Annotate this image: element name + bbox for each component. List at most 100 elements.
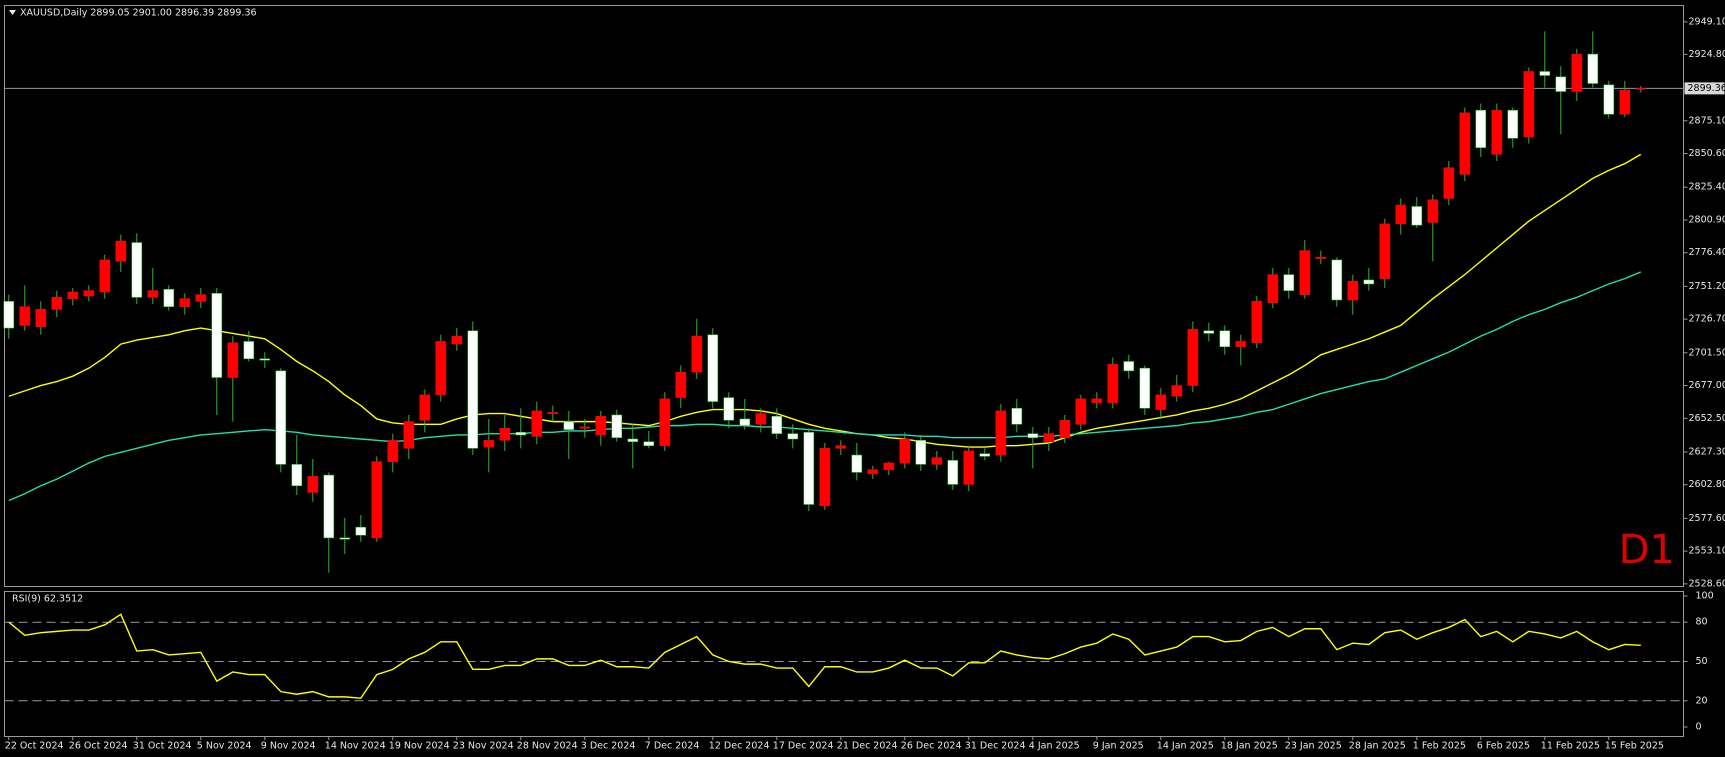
x-tick-label: 26 Dec 2024: [901, 741, 962, 752]
candle-body: [227, 342, 239, 378]
candle-body: [1219, 330, 1231, 348]
candle-body: [339, 537, 351, 540]
candle-body: [131, 242, 143, 298]
price-label: 2899.36: [1688, 83, 1725, 94]
x-tick-label: 6 Feb 2025: [1477, 741, 1530, 752]
candle-body: [1491, 109, 1503, 155]
candle-body: [979, 453, 991, 457]
price-label-box: [1684, 82, 1725, 95]
candle-body: [803, 432, 815, 505]
candle-body: [851, 454, 863, 473]
candle-body: [1603, 84, 1615, 115]
candle-body: [1267, 274, 1279, 303]
x-tick-label: 17 Dec 2024: [773, 741, 834, 752]
candle-body: [1523, 71, 1535, 138]
x-tick-label: 23 Jan 2025: [1285, 741, 1342, 752]
candle-body: [563, 421, 575, 430]
candle-body: [435, 341, 447, 396]
candle-body: [1107, 363, 1119, 404]
candle-body: [115, 240, 127, 262]
candle-body: [1123, 361, 1135, 372]
candle-body: [1235, 341, 1247, 348]
candle-body: [67, 291, 79, 299]
x-tick-label: 31 Oct 2024: [133, 741, 192, 752]
x-tick-label: 19 Nov 2024: [389, 741, 450, 752]
candle-body: [1299, 250, 1311, 295]
candle-body: [1011, 407, 1023, 425]
candle-body: [403, 421, 415, 449]
candle-body: [1043, 433, 1055, 442]
candle-body: [211, 293, 223, 378]
candle-body: [627, 438, 639, 442]
y-tick-label: 2726.70: [1689, 314, 1725, 325]
candle-body: [83, 290, 95, 297]
candle-body: [1379, 223, 1391, 279]
y-tick-label: 100: [1696, 591, 1714, 602]
x-tick-label: 28 Jan 2025: [1349, 741, 1406, 752]
y-tick-label: 2800.90: [1689, 214, 1725, 225]
candle-body: [419, 394, 431, 421]
candle-body: [1619, 89, 1631, 115]
y-tick-label: 2751.20: [1689, 281, 1725, 292]
candle-body: [691, 335, 703, 373]
x-tick-label: 7 Dec 2024: [645, 741, 700, 752]
candle-body: [355, 526, 367, 536]
candle-body: [259, 358, 271, 361]
candle-body: [35, 309, 47, 328]
x-tick-label: 28 Nov 2024: [517, 741, 578, 752]
candle-body: [1555, 76, 1567, 92]
rsi-line: [8, 613, 1641, 699]
y-tick-label: 2949.10: [1689, 16, 1725, 27]
candle-body: [675, 371, 687, 398]
candle-body: [1507, 109, 1519, 139]
x-tick-label: 15 Feb 2025: [1605, 741, 1664, 752]
candle-body: [1459, 112, 1471, 175]
candle-body: [291, 464, 303, 487]
candle-body: [867, 469, 879, 475]
candle-body: [995, 410, 1007, 456]
candle-body: [387, 440, 399, 463]
moving-average: [8, 153, 1642, 448]
x-tick-label: 23 Nov 2024: [453, 741, 514, 752]
x-tick-label: 9 Jan 2025: [1093, 741, 1144, 752]
y-tick-label: 0: [1696, 722, 1702, 733]
candle-body: [19, 306, 31, 326]
y-tick-label: 2577.60: [1689, 513, 1725, 524]
candle-body: [819, 448, 831, 507]
rsi-title: RSI(9) 62.3512: [12, 594, 83, 605]
y-tick-label: 2627.30: [1689, 446, 1725, 457]
candle-body: [1571, 53, 1583, 92]
x-tick-label: 4 Jan 2025: [1029, 741, 1080, 752]
candle-body: [371, 461, 383, 539]
candle-body: [1027, 433, 1039, 438]
candle-body: [1283, 274, 1295, 291]
y-tick-label: 2875.10: [1689, 115, 1725, 126]
candle-body: [1363, 279, 1375, 285]
candle-body: [275, 370, 287, 465]
candle-body: [1139, 367, 1151, 409]
candle-body: [643, 441, 655, 446]
y-tick-label: 2850.60: [1689, 148, 1725, 159]
x-tick-label: 14 Jan 2025: [1157, 741, 1214, 752]
candle-body: [963, 450, 975, 485]
candle-body: [147, 290, 159, 298]
candle-body: [1171, 385, 1183, 397]
menu-arrow: [9, 10, 16, 15]
candle-body: [611, 414, 623, 438]
candle-body: [51, 297, 63, 310]
y-tick-label: 20: [1696, 695, 1708, 706]
rsi-panel: [4, 591, 1684, 737]
candle-body: [451, 335, 463, 345]
y-tick-label: 2677.00: [1689, 380, 1725, 391]
candle-body: [1331, 259, 1343, 301]
y-tick-label: 2652.50: [1689, 413, 1725, 424]
candle-body: [1395, 204, 1407, 225]
y-tick-label: 50: [1696, 656, 1708, 667]
y-tick-label: 2602.80: [1689, 479, 1725, 490]
candle-body: [1251, 301, 1263, 344]
y-tick-label: 2825.40: [1689, 182, 1725, 193]
timeframe-watermark: D1: [1619, 527, 1675, 573]
candle-body: [515, 432, 527, 436]
y-tick-label: 2701.50: [1689, 347, 1725, 358]
